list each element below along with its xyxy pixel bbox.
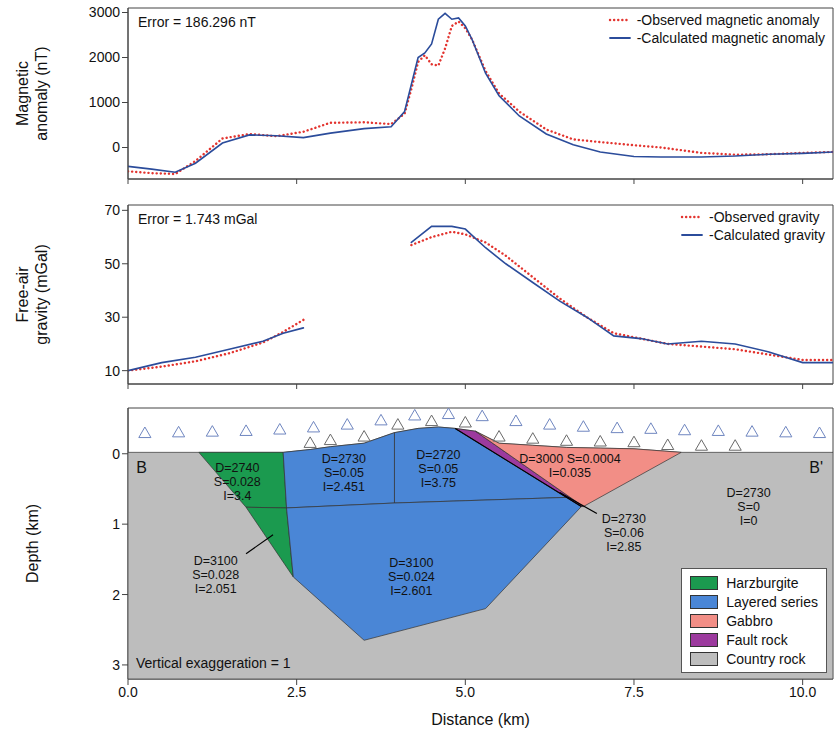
svg-text:3000: 3000 — [89, 4, 120, 20]
svg-text:I=2.85: I=2.85 — [606, 540, 641, 554]
html-text:Vertical exaggeration = 1: Vertical exaggeration = 1 — [136, 655, 291, 671]
svg-text:S=0.024: S=0.024 — [388, 570, 435, 584]
svg-text:1: 1 — [112, 516, 120, 532]
svg-text:D=2730: D=2730 — [322, 452, 366, 466]
svg-text:D=2720: D=2720 — [416, 448, 460, 462]
svg-text:0: 0 — [112, 139, 120, 155]
html-text:Country rock: Country rock — [726, 650, 806, 667]
html-text:Gabbro: Gabbro — [726, 612, 773, 629]
svg-text:Depth (km): Depth (km) — [24, 504, 41, 583]
svg-text:I=2.451: I=2.451 — [323, 480, 365, 494]
html-text:Error = 1.743 mGal: Error = 1.743 mGal — [138, 211, 258, 227]
html-text:Harzburgite: Harzburgite — [726, 574, 799, 591]
svg-text:Distance (km): Distance (km) — [431, 711, 530, 728]
svg-text:anomaly (nT): anomaly (nT) — [33, 46, 50, 140]
svg-text:7.5: 7.5 — [624, 684, 644, 700]
html-text:-Calculated magnetic anomaly: -Calculated magnetic anomaly — [636, 30, 825, 46]
svg-text:30: 30 — [104, 309, 120, 325]
svg-text:2: 2 — [112, 587, 120, 603]
svg-text:2.5: 2.5 — [287, 684, 307, 700]
svg-text:Magnetic: Magnetic — [14, 61, 31, 126]
svg-text:0: 0 — [112, 446, 120, 462]
svg-text:I=2.601: I=2.601 — [390, 584, 432, 598]
svg-text:S=0.05: S=0.05 — [324, 466, 364, 480]
svg-text:0.0: 0.0 — [118, 684, 138, 700]
svg-text:1000: 1000 — [89, 94, 120, 110]
svg-text:10: 10 — [104, 363, 120, 379]
svg-text:B: B — [136, 459, 147, 476]
html-text:Layered series: Layered series — [726, 593, 818, 610]
svg-text:D=2730: D=2730 — [602, 512, 646, 526]
svg-text:D=3000 S=0.0004: D=3000 S=0.0004 — [519, 452, 621, 466]
svg-text:S=0.028: S=0.028 — [214, 475, 261, 489]
svg-text:10.0: 10.0 — [789, 684, 816, 700]
svg-text:S=0.028: S=0.028 — [192, 568, 239, 582]
svg-text:D=2740: D=2740 — [215, 461, 259, 475]
svg-text:D=3100: D=3100 — [389, 556, 433, 570]
svg-text:gravity (mGal): gravity (mGal) — [33, 244, 50, 344]
svg-text:B': B' — [809, 459, 823, 476]
svg-text:5.0: 5.0 — [456, 684, 476, 700]
svg-text:I=2.051: I=2.051 — [195, 582, 237, 596]
svg-text:D=2730: D=2730 — [727, 486, 771, 500]
svg-text:D=3100: D=3100 — [194, 554, 238, 568]
svg-text:Free-air: Free-air — [14, 266, 31, 323]
svg-text:70: 70 — [104, 202, 120, 218]
html-text:Fault rock: Fault rock — [726, 631, 788, 648]
html-text:-Observed magnetic anomaly: -Observed magnetic anomaly — [636, 12, 820, 28]
html-text:Error = 186.296 nT: Error = 186.296 nT — [138, 14, 256, 30]
svg-text:I=3.75: I=3.75 — [421, 476, 456, 490]
svg-text:I=3.4: I=3.4 — [223, 489, 251, 503]
html-text:-Observed gravity: -Observed gravity — [709, 209, 820, 225]
svg-text:2000: 2000 — [89, 49, 120, 65]
svg-text:I=0: I=0 — [740, 514, 758, 528]
svg-text:S=0.05: S=0.05 — [418, 462, 458, 476]
svg-text:S=0: S=0 — [737, 500, 760, 514]
html-text:-Calculated gravity: -Calculated gravity — [709, 227, 825, 243]
svg-text:S=0.06: S=0.06 — [604, 526, 644, 540]
svg-text:I=0.035: I=0.035 — [549, 466, 591, 480]
svg-text:3: 3 — [112, 657, 120, 673]
svg-text:50: 50 — [104, 256, 120, 272]
